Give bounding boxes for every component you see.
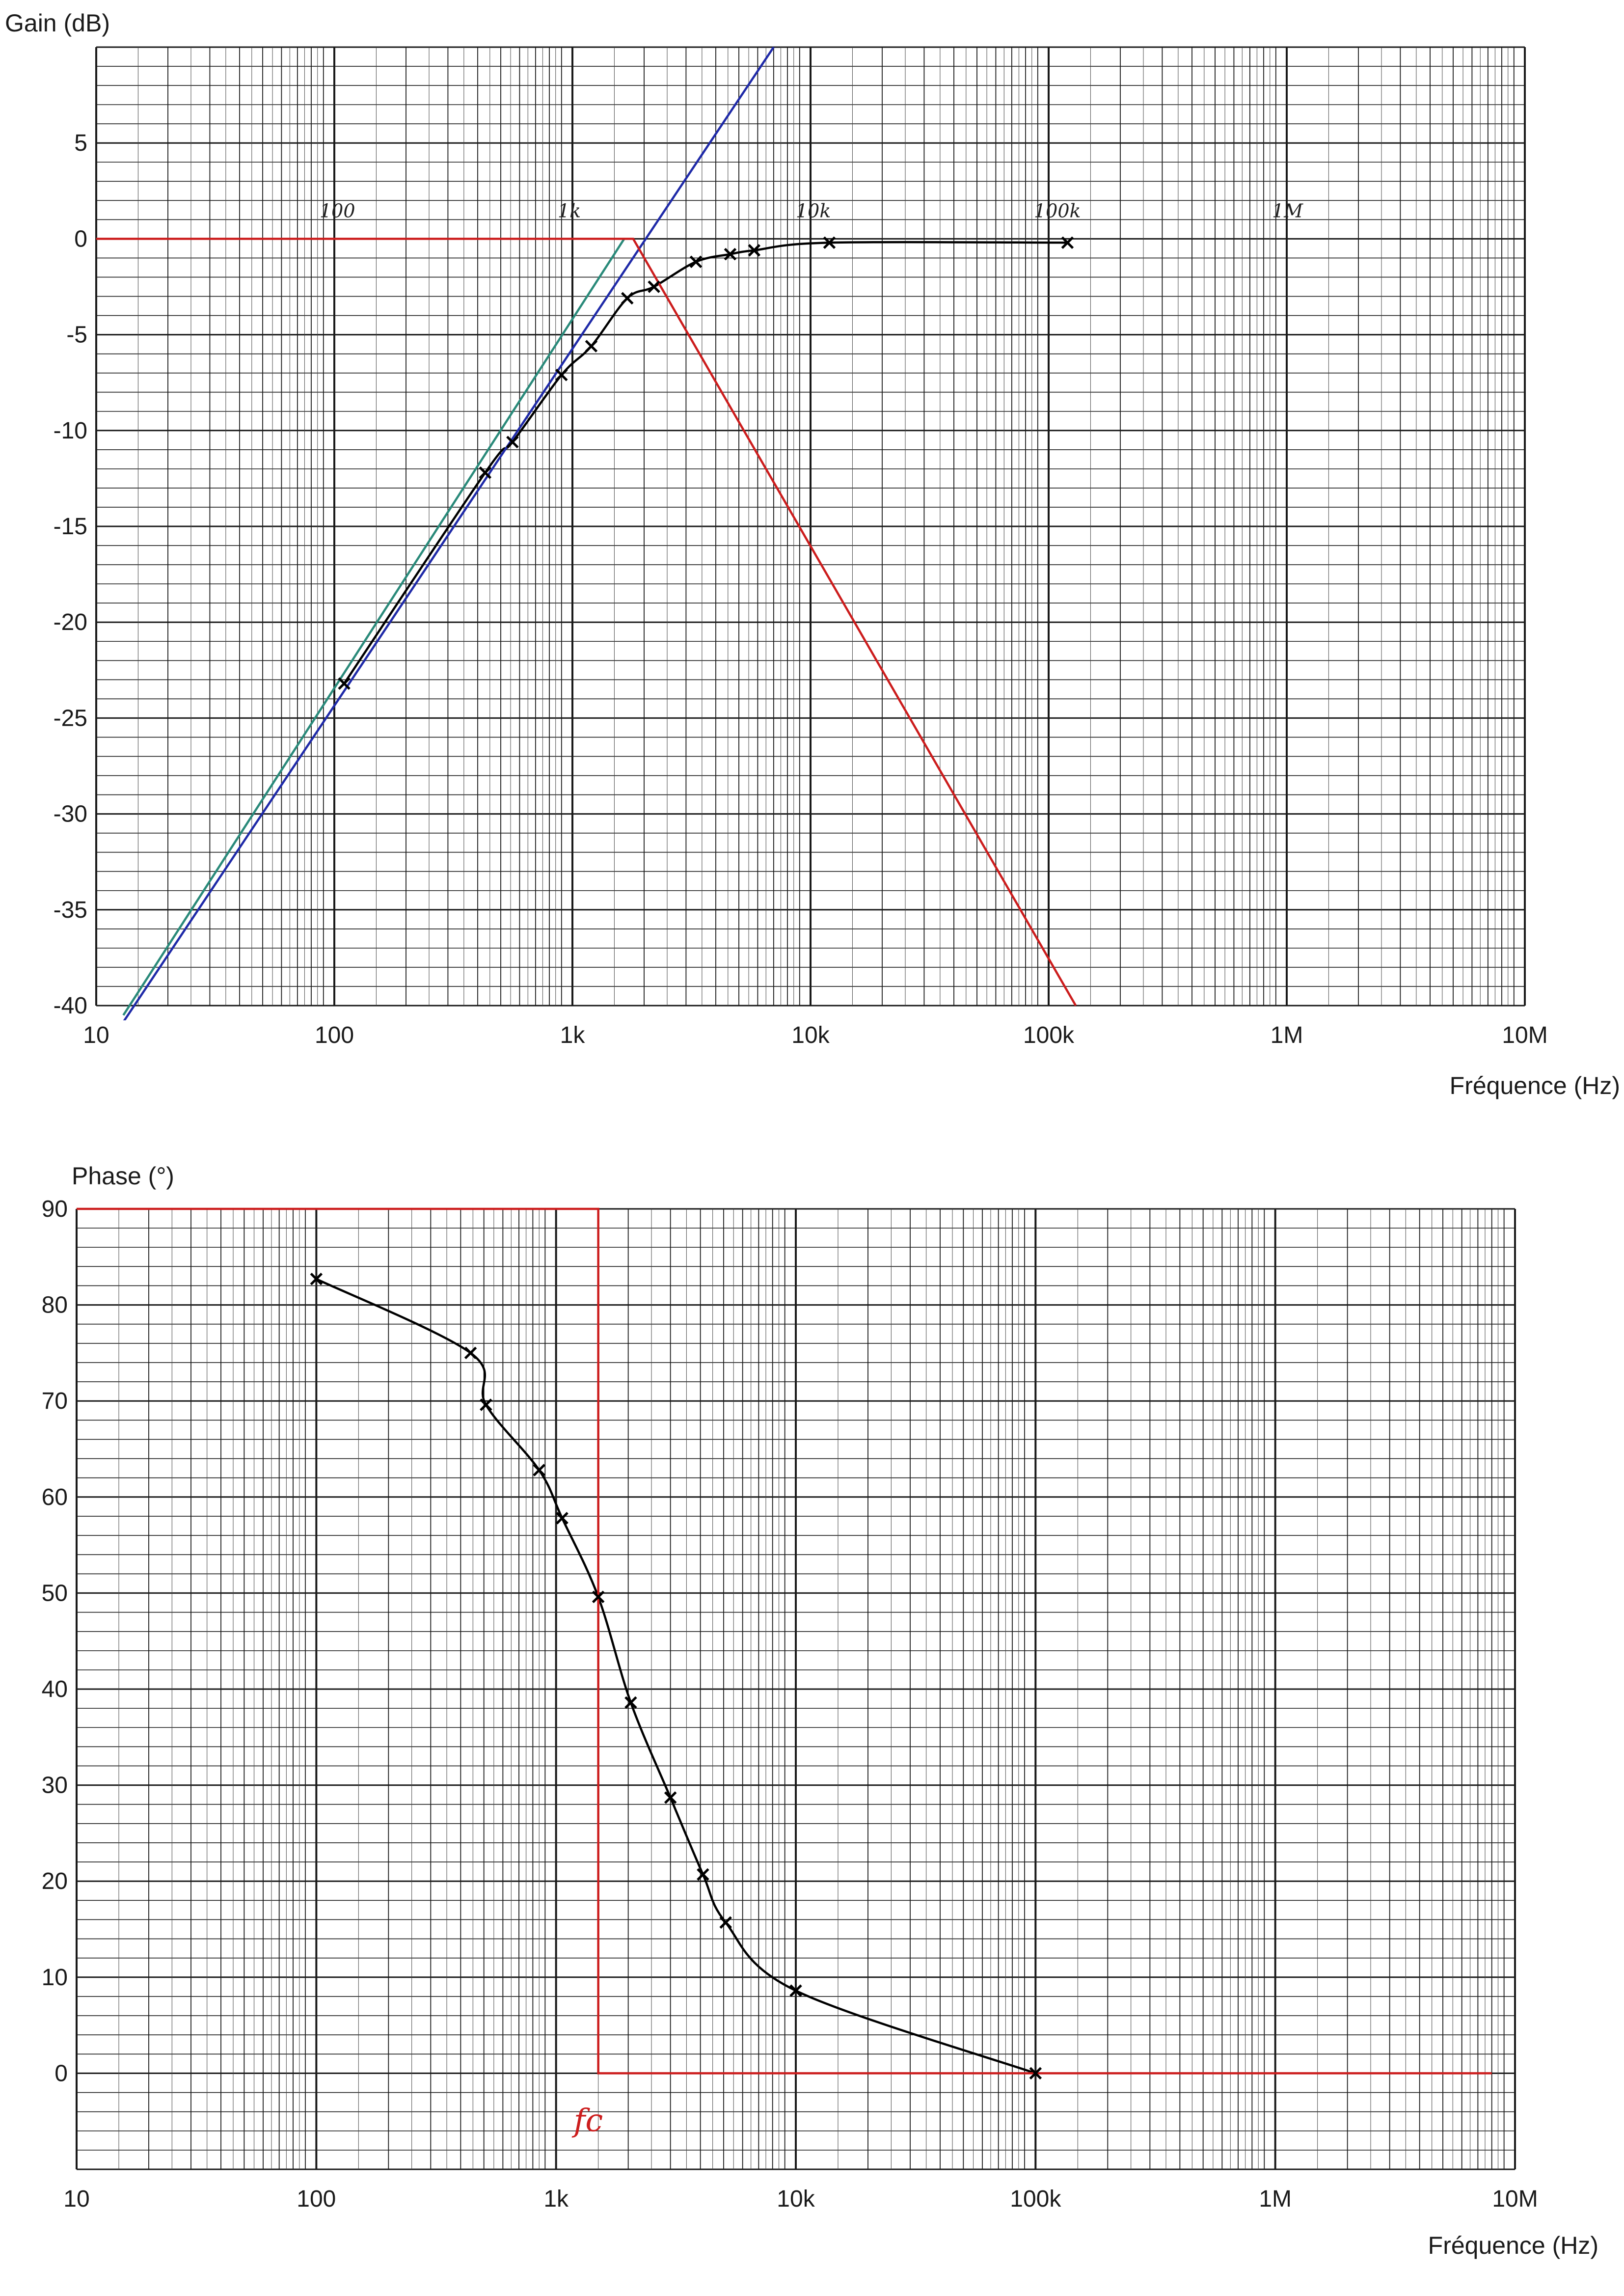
gain-x-tick-labels: 10 100 1k 10k 100k 1M 10M <box>83 1022 1547 1048</box>
handwritten-decade-label: 10k <box>796 200 831 221</box>
gain-handwritten-labels: 100 1k 10k 100k 1M <box>320 200 1303 221</box>
data-point-marker <box>1029 2067 1042 2080</box>
x-tick-label: 100 <box>297 2186 336 2212</box>
handwritten-decade-label: 1M <box>1272 200 1303 221</box>
phase-y-tick-labels: 90 80 70 60 50 40 30 20 10 0 <box>42 1196 68 2086</box>
gain-grid <box>95 46 1526 1007</box>
y-tick-label: 50 <box>42 1580 68 1606</box>
data-point-marker <box>789 1984 802 1997</box>
data-point-marker <box>719 1916 732 1929</box>
phase-handwritten-labels: fc <box>572 2103 603 2139</box>
handwritten-decade-label: 100 <box>320 200 355 221</box>
data-point-marker <box>310 1273 323 1285</box>
y-tick-label: 0 <box>54 2060 68 2086</box>
x-tick-label: 10 <box>63 2186 89 2212</box>
gain-y-tick-labels: 5 0 -5 -10 -15 -20 -25 -30 -35 -40 <box>54 130 87 1019</box>
y-tick-label: 90 <box>42 1196 68 1222</box>
y-tick-label: 40 <box>42 1676 68 1702</box>
y-tick-label: 5 <box>74 130 87 156</box>
x-tick-label: 10 <box>83 1022 109 1048</box>
y-tick-label: -5 <box>66 322 87 348</box>
data-point-marker <box>748 244 761 257</box>
measured-curve <box>316 1278 1036 2075</box>
y-tick-label: 70 <box>42 1388 68 1414</box>
data-point-marker <box>621 292 634 305</box>
y-tick-label: 0 <box>74 226 87 252</box>
cutoff-frequency-label: fc <box>572 2103 603 2139</box>
x-tick-label: 10M <box>1502 1022 1547 1048</box>
x-tick-label: 100 <box>315 1022 354 1048</box>
x-tick-label: 10M <box>1492 2186 1538 2212</box>
y-tick-label: 30 <box>42 1773 68 1799</box>
data-point-marker <box>664 1791 677 1804</box>
handwritten-decade-label: 1k <box>558 200 581 221</box>
x-tick-label: 1M <box>1271 1022 1303 1048</box>
data-point-marker <box>506 436 519 448</box>
y-tick-label: -25 <box>54 705 87 731</box>
gain-markers <box>338 236 1074 690</box>
y-tick-label: -35 <box>54 897 87 923</box>
x-tick-label: 10k <box>791 1022 830 1048</box>
y-tick-label: -40 <box>54 993 87 1019</box>
y-tick-label: -15 <box>54 514 87 540</box>
phase-y-axis-title: Phase (°) <box>72 1162 174 1190</box>
x-tick-label: 1M <box>1259 2186 1292 2212</box>
asymptote-line <box>122 238 625 1016</box>
data-point-marker <box>697 1868 709 1881</box>
phase-x-axis-title: Fréquence (Hz) <box>1428 2232 1598 2259</box>
x-tick-label: 100k <box>1010 2186 1061 2212</box>
x-tick-label: 1k <box>543 2186 569 2212</box>
data-point-marker <box>585 340 598 353</box>
phase-grid <box>76 1208 1516 2170</box>
y-tick-label: -20 <box>54 609 87 635</box>
data-point-marker <box>689 255 703 269</box>
handwritten-decade-label: 100k <box>1034 200 1081 221</box>
data-point-marker <box>823 236 836 249</box>
y-tick-label: 60 <box>42 1484 68 1510</box>
phase-series <box>77 1207 1492 2075</box>
data-point-marker <box>648 280 660 293</box>
asymptote-line <box>77 1207 1492 2075</box>
phase-markers <box>310 1273 1042 2080</box>
y-tick-label: 10 <box>42 1965 68 1991</box>
gain-chart: 5 0 -5 -10 -15 -20 -25 -30 -35 -40 10 100 1k 10k 100k… <box>5 9 1620 1099</box>
y-tick-label: 80 <box>42 1292 68 1318</box>
phase-x-tick-labels: 10 100 1k 10k 100k 1M 10M <box>63 2186 1538 2212</box>
data-point-marker <box>724 247 737 261</box>
data-point-marker <box>624 1696 637 1709</box>
asymptote-line <box>96 238 1077 1007</box>
data-point-marker <box>556 1512 568 1525</box>
y-tick-label: -30 <box>54 801 87 827</box>
gain-x-axis-title: Fréquence (Hz) <box>1450 1072 1620 1099</box>
gain-y-axis-title: Gain (dB) <box>5 9 110 37</box>
data-point-marker <box>464 1346 477 1360</box>
data-point-marker <box>533 1464 545 1476</box>
data-point-marker <box>480 1398 492 1411</box>
x-tick-label: 10k <box>777 2186 815 2212</box>
data-point-marker <box>338 677 351 690</box>
data-point-marker <box>592 1590 605 1603</box>
x-tick-label: 1k <box>560 1022 586 1048</box>
data-point-marker <box>1061 236 1074 249</box>
data-point-marker <box>555 368 568 382</box>
asymptote-line <box>123 46 775 1020</box>
x-tick-label: 100k <box>1023 1022 1075 1048</box>
data-point-marker <box>479 466 491 479</box>
y-tick-label: -10 <box>54 418 87 444</box>
y-tick-label: 20 <box>42 1868 68 1894</box>
